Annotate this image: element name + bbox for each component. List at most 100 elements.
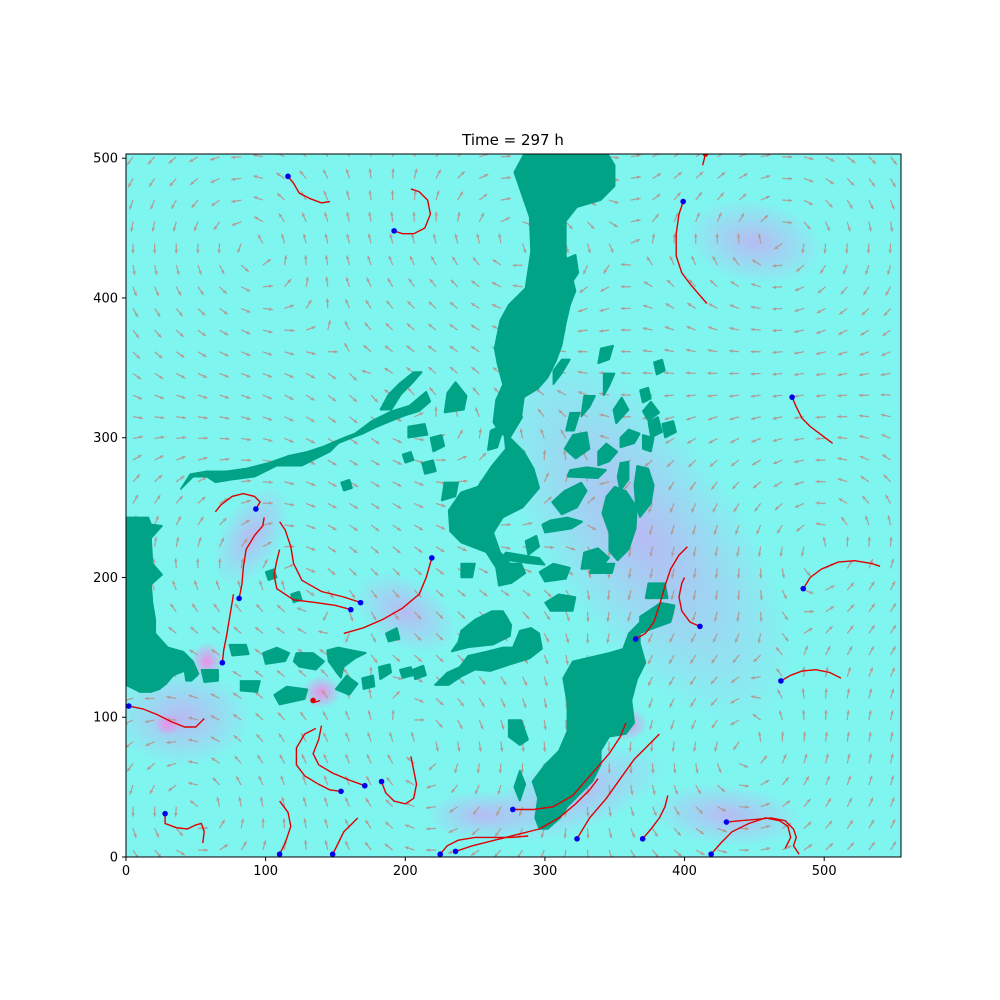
arrow-head [772,285,777,289]
arrow-head [218,558,222,563]
arrow-head [134,313,138,318]
arrow-head [127,160,131,165]
velocity-arrow [327,481,337,488]
velocity-arrow [370,394,379,403]
velocity-arrow [620,328,631,332]
arrow-shaft [126,719,134,725]
arrow-head [883,474,888,479]
arrow-head [238,796,242,801]
arrow-head [671,552,675,557]
velocity-arrow [299,170,307,179]
velocity-arrow [846,646,853,656]
arrow-head [449,302,454,306]
arrow-head [331,571,336,575]
arrow-head [237,248,241,253]
velocity-arrow [325,154,329,158]
velocity-arrow [457,719,463,730]
velocity-arrow [630,175,641,180]
velocity-arrow [491,281,502,288]
velocity-arrow [647,654,653,665]
velocity-arrow [695,849,705,856]
velocity-arrow [889,753,894,764]
velocity-arrow [219,351,229,357]
arrow-head [305,276,309,281]
velocity-arrow [233,734,242,743]
arrow-head [729,394,733,398]
velocity-arrow [752,713,762,721]
arrow-head [512,284,517,288]
velocity-arrow [301,212,307,223]
arrow-head [772,264,777,268]
velocity-arrow [837,351,848,356]
velocity-arrow [688,279,697,288]
arrow-head [268,438,273,442]
velocity-arrow [751,437,761,443]
arrow-head [176,270,180,275]
velocity-arrow [175,515,182,526]
arrow-head [502,681,507,686]
arrow-head [200,290,204,295]
velocity-arrow [815,458,826,462]
velocity-arrow [349,372,357,381]
velocity-arrow [840,516,848,526]
arrow-head [766,825,771,829]
arrow-head [607,553,612,557]
arrow-head [436,190,440,195]
particle-track [678,577,701,628]
velocity-arrow [837,436,848,440]
arrow-head [189,649,194,654]
arrow-head [451,788,455,793]
velocity-arrow [825,625,833,634]
velocity-arrow [234,603,242,613]
arrow-head [246,352,251,356]
velocity-arrow [479,567,489,574]
arrow-head [310,374,315,379]
arrow-head [397,527,401,531]
velocity-arrow [435,611,444,620]
arrow-head [732,658,737,663]
arrow-head [177,516,181,521]
velocity-arrow [651,763,655,774]
velocity-arrow [474,407,480,417]
arrow-head [324,233,328,238]
velocity-arrow [543,698,548,709]
arrow-head [231,199,236,203]
velocity-arrow [845,243,849,254]
arrow-head [483,592,488,596]
arrow-head [353,461,358,466]
particle-track [380,756,418,805]
arrow-shaft [608,849,612,857]
velocity-arrow [361,369,372,374]
velocity-arrow [132,415,143,420]
arrow-head [677,852,682,857]
velocity-arrow [188,716,199,721]
arrow-head [323,169,327,174]
arrow-head [367,732,371,737]
arrow-head [754,507,759,512]
velocity-arrow [154,351,163,359]
arrow-head [323,190,327,195]
velocity-arrow [664,416,675,421]
velocity-arrow [425,827,437,831]
arrow-head [599,413,604,417]
arrow-head [788,176,793,181]
velocity-arrow [673,806,680,816]
arrow-head [891,667,895,672]
arrow-head [732,257,737,262]
velocity-arrow [558,409,567,418]
particle-marker [778,678,784,684]
velocity-arrow [868,199,874,210]
arrow-head [758,574,763,579]
velocity-arrow [219,497,229,504]
velocity-arrow [276,192,285,201]
velocity-arrow [172,580,177,591]
arrow-head [627,574,632,579]
arrow-head [711,485,715,490]
arrow-head [418,549,423,553]
velocity-arrow [544,545,555,550]
velocity-arrow [599,329,610,333]
velocity-arrow [692,589,697,600]
velocity-arrow [517,849,524,857]
velocity-arrow [673,192,682,201]
arrow-head [817,289,822,294]
